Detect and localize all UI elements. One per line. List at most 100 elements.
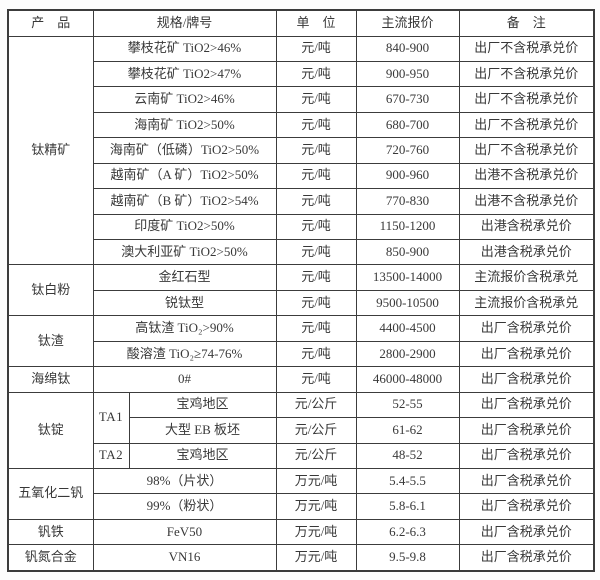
note-cell: 出厂含税承兑价	[458, 442, 595, 469]
grade-cell: TA1	[92, 391, 130, 444]
price-cell: 850-900	[355, 238, 460, 266]
unit-cell: 元/吨	[275, 188, 357, 215]
header-unit: 单 位	[275, 9, 357, 37]
note-cell: 出厂不含税承兑价	[458, 60, 595, 88]
header-row: 产 品 规格/牌号 单 位 主流报价 备 注	[7, 9, 595, 37]
note-cell: 主流报价含税承兑	[458, 289, 595, 317]
spec-cell: 印度矿 TiO2>50%	[92, 213, 277, 241]
product-cell: 钛白粉	[7, 264, 94, 317]
table-row: 锐钛型 元/吨 9500-10500 主流报价含税承兑	[8, 289, 595, 317]
table-row: 云南矿 TiO2>46% 元/吨 670-730 出厂不含税承兑价	[8, 86, 595, 113]
price-cell: 680-700	[355, 111, 460, 139]
price-cell: 46000-48000	[355, 366, 460, 393]
table-row: 澳大利亚矿 TiO2>50% 元/吨 850-900 出港含税承兑价	[8, 238, 595, 266]
price-cell: 9.5-9.8	[355, 544, 460, 572]
table-row: 钛白粉 金红石型 元/吨 13500-14000 主流报价含税承兑	[7, 264, 595, 317]
table-row: 钛渣 高钛渣 TiO₂>90% 元/吨 4400-4500 出厂含税承兑价	[7, 315, 595, 368]
note-cell: 出厂含税承兑价	[458, 366, 595, 393]
note-cell: 出厂含税承兑价	[458, 391, 595, 419]
spec-cell: 云南矿 TiO2>46%	[92, 86, 277, 113]
product-cell: 钛锭	[7, 391, 94, 469]
table-row: 海绵钛 0# 元/吨 46000-48000 出厂含税承兑价	[7, 366, 595, 393]
note-cell: 出厂不含税承兑价	[458, 137, 595, 164]
note-cell: 出港不含税承兑价	[458, 162, 595, 190]
note-cell: 出厂含税承兑价	[458, 467, 595, 495]
unit-cell: 元/公斤	[275, 442, 357, 469]
note-cell: 出厂含税承兑价	[458, 518, 595, 546]
table-row: 大型 EB 板坯 元/公斤 61-62 出厂含税承兑价	[8, 417, 595, 444]
unit-cell: 元/吨	[275, 60, 357, 88]
note-cell: 出港含税承兑价	[458, 238, 595, 266]
table-row: 越南矿（A 矿）TiO2>50% 元/吨 900-960 出港不含税承兑价	[8, 162, 595, 190]
price-cell: 770-830	[355, 188, 460, 215]
price-cell: 1150-1200	[355, 213, 460, 241]
table-row: 五氧化二钒 98%（片状） 万元/吨 5.4-5.5 出厂含税承兑价	[7, 467, 595, 520]
table-row: 印度矿 TiO2>50% 元/吨 1150-1200 出港含税承兑价	[8, 213, 595, 241]
spec-cell: 金红石型	[92, 264, 277, 291]
note-cell: 出厂含税承兑价	[458, 417, 595, 444]
unit-cell: 元/吨	[275, 213, 357, 241]
note-cell: 出厂含税承兑价	[458, 340, 595, 368]
unit-cell: 元/吨	[275, 264, 357, 291]
product-cell: 钒氮合金	[7, 544, 94, 572]
table-row: 钒氮合金 VN16 万元/吨 9.5-9.8 出厂含税承兑价	[7, 544, 595, 572]
unit-cell: 万元/吨	[275, 493, 357, 520]
price-cell: 2800-2900	[355, 340, 460, 368]
note-cell: 出厂不含税承兑价	[458, 111, 595, 139]
price-cell: 900-960	[355, 162, 460, 190]
unit-cell: 元/吨	[275, 340, 357, 368]
unit-cell: 万元/吨	[275, 518, 357, 546]
product-cell: 钛渣	[7, 315, 94, 368]
note-cell: 出厂含税承兑价	[458, 544, 595, 572]
header-spec: 规格/牌号	[92, 9, 277, 37]
table-row: 攀枝花矿 TiO2>47% 元/吨 900-950 出厂不含税承兑价	[8, 60, 595, 88]
price-cell: 670-730	[355, 86, 460, 113]
note-cell: 主流报价含税承兑	[458, 264, 595, 291]
price-cell: 900-950	[355, 60, 460, 88]
price-cell: 52-55	[355, 391, 460, 419]
spec-cell: 大型 EB 板坯	[128, 417, 277, 444]
unit-cell: 元/吨	[275, 238, 357, 266]
unit-cell: 万元/吨	[275, 544, 357, 572]
spec-cell: 99%（粉状）	[92, 493, 277, 520]
note-cell: 出厂不含税承兑价	[458, 35, 595, 62]
price-cell: 720-760	[355, 137, 460, 164]
spec-cell: 宝鸡地区	[128, 442, 277, 469]
product-cell: 五氧化二钒	[7, 467, 94, 520]
product-cell: 钛精矿	[7, 35, 94, 266]
header-product: 产 品	[7, 9, 94, 37]
note-cell: 出厂含税承兑价	[458, 315, 595, 342]
spec-cell: FeV50	[92, 518, 277, 546]
unit-cell: 元/吨	[275, 289, 357, 317]
unit-cell: 元/吨	[275, 162, 357, 190]
unit-cell: 元/吨	[275, 315, 357, 342]
spec-cell: 越南矿（B 矿）TiO2>54%	[92, 188, 277, 215]
unit-cell: 元/吨	[275, 366, 357, 393]
price-cell: 48-52	[355, 442, 460, 469]
table-row: 越南矿（B 矿）TiO2>54% 元/吨 770-830 出港不含税承兑价	[8, 188, 595, 215]
spec-cell: 海南矿（低磷）TiO2>50%	[92, 137, 277, 164]
spec-cell: 澳大利亚矿 TiO2>50%	[92, 238, 277, 266]
note-cell: 出厂不含税承兑价	[458, 86, 595, 113]
unit-cell: 元/公斤	[275, 391, 357, 419]
unit-cell: 元/吨	[275, 111, 357, 139]
titanium-price-table: 产 品 规格/牌号 单 位 主流报价 备 注 钛精矿 攀枝花矿 TiO2>46%…	[7, 9, 595, 572]
product-cell: 海绵钛	[7, 366, 94, 393]
table-row: 酸溶渣 TiO₂≥74-76% 元/吨 2800-2900 出厂含税承兑价	[8, 340, 595, 368]
unit-cell: 元/吨	[275, 35, 357, 62]
table-row: 钛锭 TA1 宝鸡地区 元/公斤 52-55 出厂含税承兑价	[7, 391, 595, 469]
table-row: 钒铁 FeV50 万元/吨 6.2-6.3 出厂含税承兑价	[7, 518, 595, 546]
table-row: 钛精矿 攀枝花矿 TiO2>46% 元/吨 840-900 出厂不含税承兑价	[7, 35, 595, 266]
spec-cell: 海南矿 TiO2>50%	[92, 111, 277, 139]
spec-cell: 锐钛型	[92, 289, 277, 317]
spec-cell: 高钛渣 TiO₂>90%	[92, 315, 277, 342]
header-note: 备 注	[458, 9, 595, 37]
table-row: 海南矿（低磷）TiO2>50% 元/吨 720-760 出厂不含税承兑价	[8, 137, 595, 164]
note-cell: 出港含税承兑价	[458, 213, 595, 241]
grade-cell: TA2	[92, 442, 130, 469]
table-row: 99%（粉状） 万元/吨 5.8-6.1 出厂含税承兑价	[8, 493, 595, 520]
table-row: 海南矿 TiO2>50% 元/吨 680-700 出厂不含税承兑价	[8, 111, 595, 139]
spec-cell: 0#	[92, 366, 277, 393]
spec-cell: 攀枝花矿 TiO2>47%	[92, 60, 277, 88]
unit-cell: 万元/吨	[275, 467, 357, 495]
